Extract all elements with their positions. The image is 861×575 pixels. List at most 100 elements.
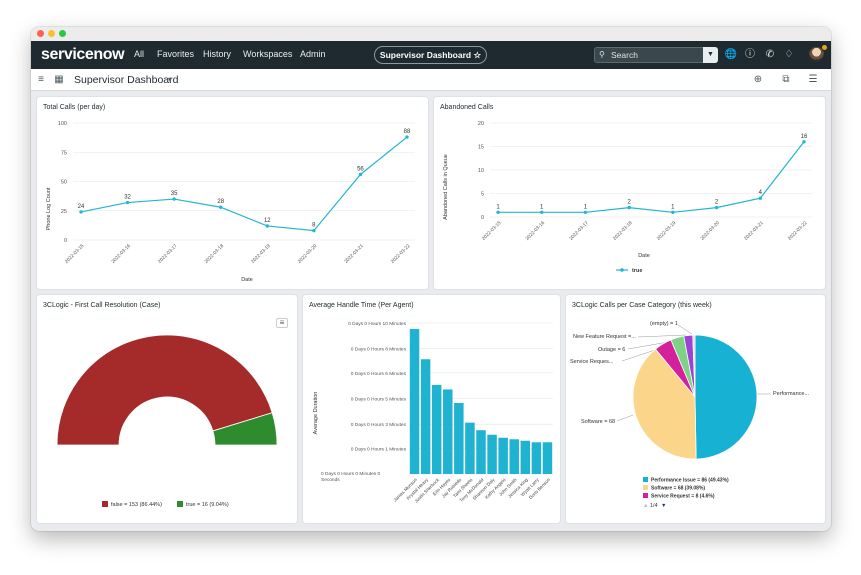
nav-admin[interactable]: Admin (300, 49, 326, 59)
legend-performance-label[interactable]: Performance Issue = 86 (49.43%) (651, 478, 729, 484)
add-widget-icon[interactable]: ⊕ (753, 74, 763, 85)
notifications-bell-icon[interactable]: ♢ (784, 49, 794, 60)
status-dot (822, 45, 827, 50)
x-tick-label: 2022-03-18 (612, 220, 634, 242)
x-axis-label: Date (241, 277, 253, 283)
chart-menu-icon[interactable]: ≡ (276, 318, 288, 328)
x-tick-label: 2022-03-16 (110, 243, 132, 265)
x-axis-label: Date (638, 253, 650, 259)
bar (531, 442, 542, 474)
legend-prev-page-icon[interactable]: ▲ (643, 503, 648, 509)
share-icon[interactable]: ⧉ (782, 74, 790, 85)
y-tick-label: 0 (481, 215, 484, 221)
legend-service-request-label[interactable]: Service Request = 8 (4.6%) (651, 494, 715, 500)
bar (498, 437, 508, 474)
bar (476, 430, 486, 474)
chevron-down-icon[interactable]: ▾ (168, 75, 173, 84)
phone-icon[interactable]: ✆ (765, 49, 775, 60)
y-tick-label: 10 (478, 168, 484, 174)
legend-software-label[interactable]: Software = 68 (39.08%) (651, 486, 705, 492)
x-tick-label: 2022-03-17 (568, 220, 590, 242)
series-line (80, 136, 408, 232)
total-calls-panel: Total Calls (per day) Phone Log Count Da… (37, 97, 428, 289)
bar (520, 440, 531, 474)
y-tick-label: 0 Days 0 Hours 0 Minutes 0 (321, 471, 381, 477)
series-line (498, 141, 805, 213)
y-axis-label: Average Duration (313, 392, 319, 435)
abandoned-calls-chart: Abandoned Calls in Queue Date true 0 5 10 1… (443, 121, 812, 274)
legend-false-swatch (102, 501, 108, 507)
minimize-window-button[interactable] (48, 30, 55, 37)
menu-icon[interactable]: ≡ (38, 74, 44, 85)
grid-icon[interactable]: ▦ (54, 74, 64, 85)
abandoned-calls-panel: Abandoned Calls Abandoned Calls in Queue… (434, 97, 825, 289)
window-titlebar (31, 27, 831, 41)
data-point (758, 196, 762, 200)
legend-false-label[interactable]: false = 153 (86.44%) (111, 502, 162, 508)
filter-settings-icon[interactable]: ☰ (808, 74, 818, 85)
panel-title: 3CLogic Calls per Case Category (this we… (572, 302, 712, 309)
legend-pager: 1/4 (650, 503, 658, 509)
data-label: 88 (404, 129, 411, 135)
bar (509, 439, 519, 474)
legend-performance-swatch (643, 477, 648, 482)
close-window-button[interactable] (37, 30, 44, 37)
user-avatar[interactable] (809, 47, 824, 62)
supervisor-dashboard-pill[interactable]: Supervisor Dashboard ☆ (374, 46, 487, 64)
servicenow-logo[interactable]: servicenow (41, 46, 125, 63)
slice-label-outage: Outage = 6 (598, 347, 625, 353)
y-tick-label: 75 (61, 150, 67, 156)
donut-slice-false (56, 334, 273, 446)
data-point (79, 210, 83, 214)
y-axis-label: Abandoned Calls in Queue (443, 154, 449, 220)
data-label: 24 (78, 204, 85, 210)
legend-true-label[interactable]: true = 16 (9.04%) (186, 502, 229, 508)
legend-service-request-swatch (643, 493, 648, 498)
data-point (802, 140, 806, 144)
search-scope-dropdown[interactable]: ▼ (703, 47, 718, 63)
bar (487, 434, 497, 474)
y-tick-label: 0 Days 0 Hours 1 Minutes (351, 446, 407, 452)
search-placeholder: Search (611, 50, 638, 60)
browser-window: servicenow All Favorites History Workspa… (31, 27, 831, 531)
nav-all[interactable]: All (134, 49, 145, 59)
bar (443, 389, 453, 474)
data-label: 1 (496, 204, 500, 210)
y-tick-label: 0 Days 0 Hours 10 Minutes (348, 321, 406, 327)
slice-label-new-feature: New Feature Request =... (573, 334, 636, 340)
data-label: 28 (217, 199, 224, 205)
data-point (583, 210, 588, 214)
slice-label-software: Software = 68 (581, 419, 615, 425)
data-point (714, 205, 719, 210)
nav-favorites[interactable]: Favorites (157, 49, 195, 59)
legend-label[interactable]: true (632, 268, 642, 274)
nav-history[interactable]: History (203, 49, 232, 59)
slice-label-empty: (empty) = 1 (650, 321, 678, 327)
x-tick-label: 2022-03-20 (297, 243, 319, 265)
pie-slice (692, 334, 696, 398)
globe-icon[interactable]: 🌐 (724, 49, 738, 60)
legend-next-page-icon[interactable]: ▼ (661, 503, 666, 509)
pie-slice (632, 348, 697, 460)
help-icon[interactable]: ⓘ (745, 49, 755, 60)
x-tick-label: 2022-03-20 (699, 220, 721, 242)
data-label: 2 (627, 200, 631, 206)
search-icon: ⚲ (599, 50, 605, 59)
leader-line (637, 334, 687, 338)
data-point (265, 224, 269, 228)
fcr-panel: 3CLogic - First Call Resolution (Case) ≡… (37, 295, 297, 523)
dashboard-title[interactable]: Supervisor Dashboard (74, 74, 179, 86)
slice-label-service-request: Service Reques... (570, 359, 614, 365)
x-tick-label: 2022-03-22 (787, 220, 809, 242)
data-point (125, 200, 130, 205)
y-tick-label: 0 (64, 238, 67, 244)
data-point (312, 228, 316, 233)
x-tick-label: 2022-03-19 (250, 243, 272, 265)
global-search-input[interactable]: ⚲ Search (594, 47, 718, 63)
nav-workspaces[interactable]: Workspaces (243, 49, 293, 59)
x-tick-label: 2022-03-21 (743, 220, 765, 242)
y-tick-label: 100 (58, 121, 67, 127)
maximize-window-button[interactable] (59, 30, 66, 37)
category-pie-chart: (empty) = 1 New Feature Request =... Out… (570, 321, 810, 509)
data-point (219, 205, 223, 209)
